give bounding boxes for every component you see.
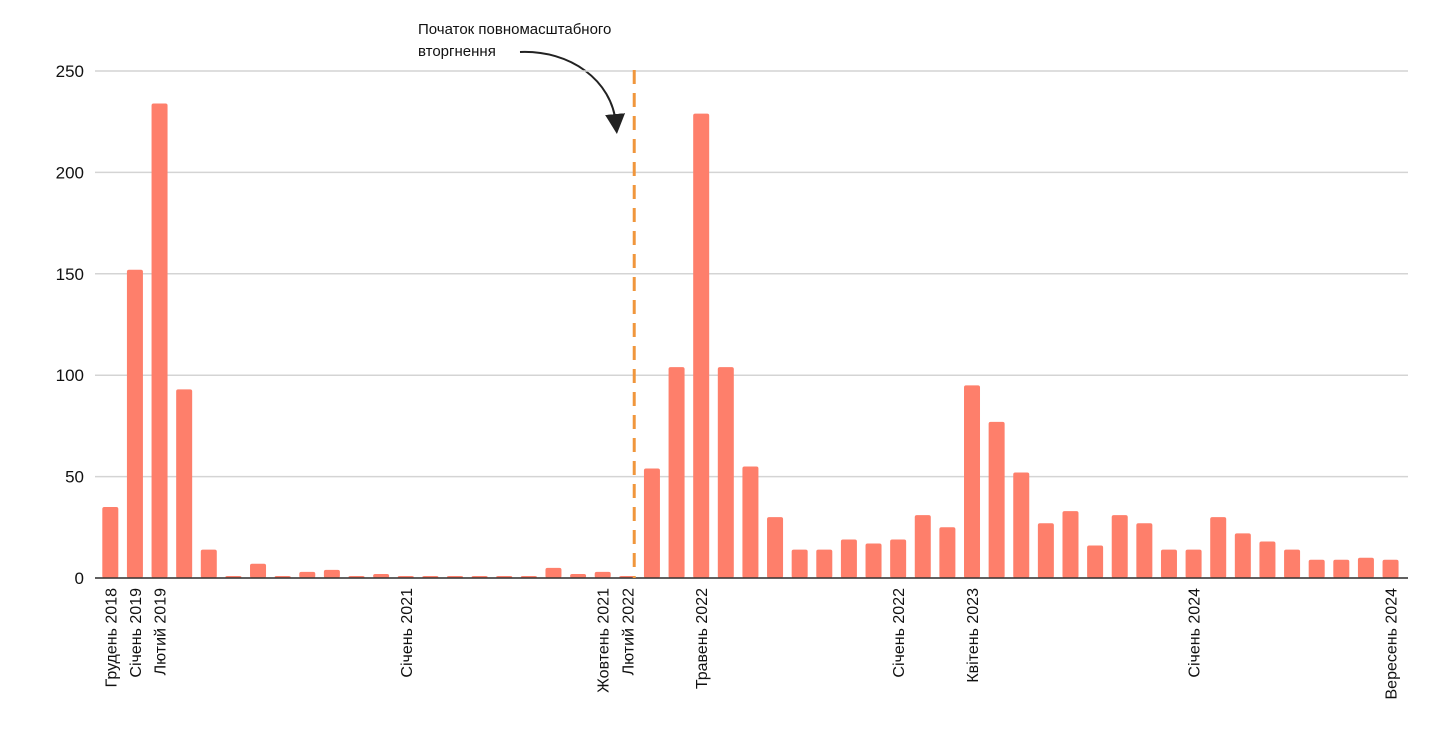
bar <box>102 507 119 578</box>
bar <box>816 549 833 578</box>
bar <box>1136 523 1153 578</box>
annotation: вторгнення <box>418 43 496 60</box>
bar <box>840 539 857 578</box>
bar <box>1111 515 1128 578</box>
x-tick-label: Квітень 2023 <box>965 588 982 683</box>
bar <box>1333 559 1350 578</box>
bar <box>323 569 340 578</box>
bar <box>594 571 611 578</box>
bar <box>1087 545 1104 578</box>
bar <box>176 389 193 578</box>
bar <box>373 573 390 578</box>
bar <box>742 466 759 578</box>
bar <box>890 539 907 578</box>
annotation-arrow <box>519 50 626 134</box>
bar <box>643 468 660 578</box>
bar <box>570 573 587 578</box>
bar <box>717 367 734 578</box>
bar <box>1037 523 1054 578</box>
x-tick-label: Травень 2022 <box>694 588 711 689</box>
bar <box>914 515 931 578</box>
x-tick-label: Лютий 2019 <box>153 588 170 675</box>
x-tick-label: Лютий 2022 <box>620 588 637 675</box>
bar <box>1062 511 1079 578</box>
bar <box>767 517 784 578</box>
bar <box>668 367 685 578</box>
bar <box>693 113 710 578</box>
y-tick-label: 200 <box>56 163 84 182</box>
y-tick-label: 150 <box>56 265 84 284</box>
bar <box>299 571 316 578</box>
bar <box>151 103 168 578</box>
bar <box>250 563 267 578</box>
bar <box>964 385 981 578</box>
y-tick-label: 250 <box>56 62 84 81</box>
bar <box>545 567 562 578</box>
bar <box>1382 559 1399 578</box>
x-tick-label: Січень 2022 <box>891 588 908 678</box>
y-tick-label: 100 <box>56 366 84 385</box>
y-tick-label: 50 <box>65 468 84 487</box>
x-tick-label: Жовтень 2021 <box>596 588 613 693</box>
x-tick-label: Січень 2024 <box>1187 588 1204 678</box>
bar <box>126 269 143 578</box>
bar <box>988 421 1005 578</box>
x-tick-label: Вересень 2024 <box>1384 588 1401 700</box>
bar <box>791 549 808 578</box>
bar <box>200 549 217 578</box>
bar <box>865 543 882 578</box>
y-tick-label: 0 <box>75 569 84 588</box>
bar <box>1308 559 1325 578</box>
annotation: Початок повномасштабного <box>418 21 611 38</box>
bar <box>1234 533 1251 578</box>
bar <box>1160 549 1177 578</box>
bar <box>1013 472 1030 578</box>
x-tick-label: Грудень 2018 <box>103 588 120 688</box>
x-tick-label: Січень 2019 <box>128 588 145 678</box>
bar <box>1185 549 1202 578</box>
bar <box>1284 549 1301 578</box>
bar <box>1210 517 1227 578</box>
bar <box>1357 557 1374 578</box>
x-tick-label: Січень 2021 <box>399 588 416 678</box>
bar <box>939 527 956 578</box>
bar <box>1259 541 1276 578</box>
